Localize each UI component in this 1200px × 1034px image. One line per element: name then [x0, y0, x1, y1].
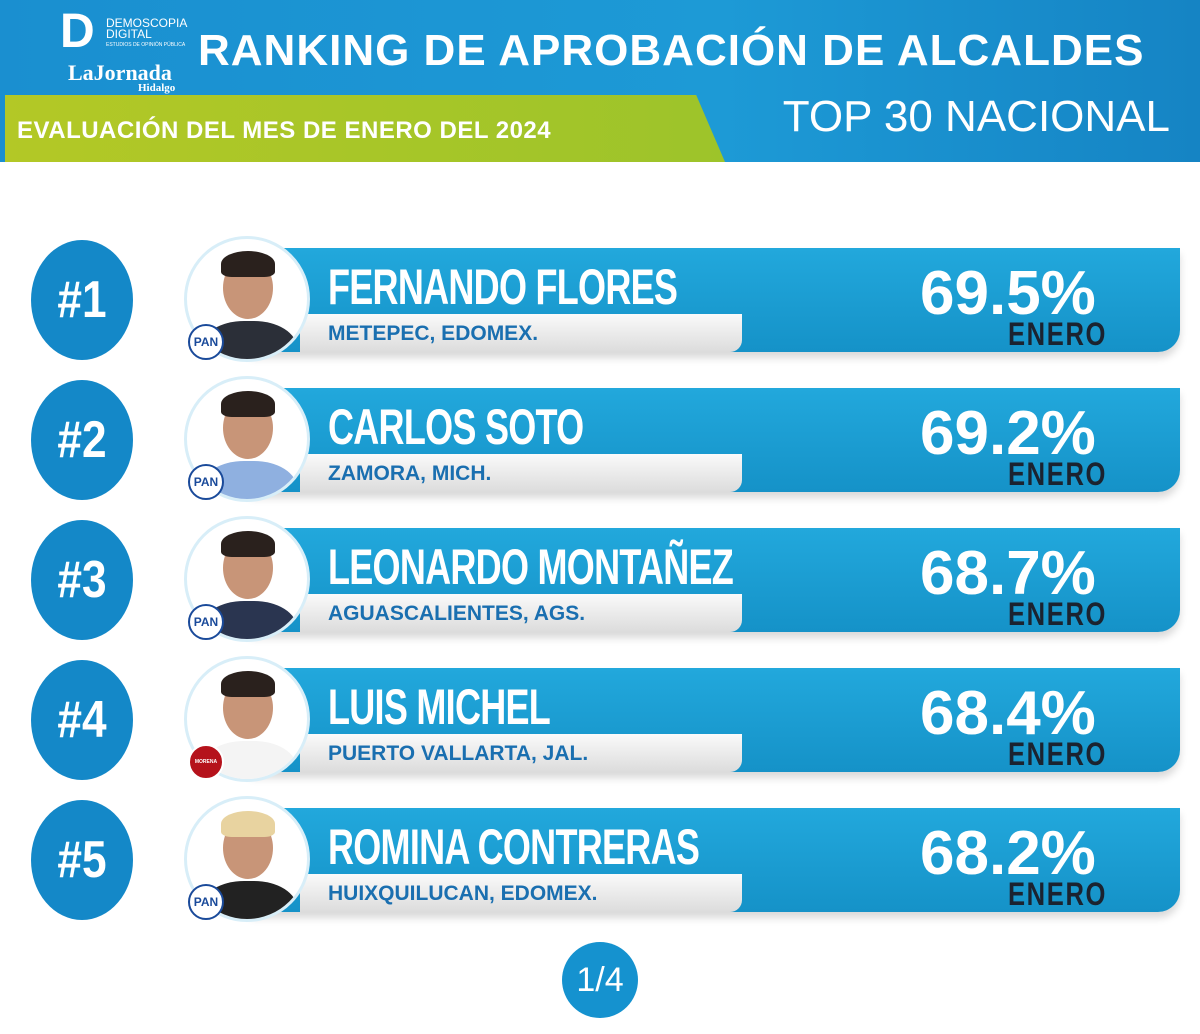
approval-month: ENERO — [1008, 876, 1108, 912]
location-strip — [300, 734, 742, 772]
demoscopia-logo-icon: D — [60, 5, 95, 58]
ranking-row: #2 PAN CARLOS SOTO ZAMORA, MICH. 69.2% E… — [0, 376, 1200, 510]
location-strip — [300, 594, 742, 632]
ranking-row: #4 MORENA LUIS MICHEL PUERTO VALLARTA, J… — [0, 656, 1200, 790]
approval-value: 69.2% — [920, 399, 1096, 468]
demoscopia-tagline: ESTUDIOS DE OPINIÓN PÚBLICA — [106, 42, 186, 48]
page-title: RANKING DE APROBACIÓN DE ALCALDES — [198, 26, 1145, 75]
rank-badge: #1 — [31, 240, 133, 360]
evaluation-strip: EVALUACIÓN DEL MES DE ENERO DEL 2024 — [5, 95, 725, 162]
jornada-logo: LaJornada — [68, 60, 172, 85]
approval-value: 68.2% — [920, 819, 1096, 888]
ranking-row: #3 PAN LEONARDO MONTAÑEZ AGUASCALIENTES,… — [0, 516, 1200, 650]
location-strip — [300, 874, 742, 912]
ranking-row: #1 PAN FERNANDO FLORES METEPEC, EDOMEX. … — [0, 236, 1200, 370]
rank-badge: #4 — [31, 660, 133, 780]
demoscopia-logo: DEMOSCOPIA DIGITAL — [106, 16, 187, 41]
mayor-location: METEPEC, EDOMEX. — [328, 322, 539, 345]
mayor-photo — [184, 516, 310, 642]
mayor-name: CARLOS SOTO — [328, 399, 584, 455]
approval-value: 68.7% — [920, 539, 1096, 608]
party-logo-icon: PAN — [188, 604, 224, 640]
approval-month: ENERO — [1008, 736, 1108, 772]
mayor-name: LEONARDO MONTAÑEZ — [328, 539, 734, 595]
party-logo-icon: PAN — [188, 464, 224, 500]
approval-month: ENERO — [1008, 596, 1108, 632]
party-logo-icon: PAN — [188, 884, 224, 920]
page-subtitle: TOP 30 NACIONAL — [782, 92, 1170, 141]
mayor-name: LUIS MICHEL — [328, 679, 551, 735]
rank-badge: #3 — [31, 520, 133, 640]
approval-month: ENERO — [1008, 316, 1108, 352]
party-logo-icon: MORENA — [188, 744, 224, 780]
mayor-name: ROMINA CONTRERAS — [328, 819, 700, 875]
approval-value: 68.4% — [920, 679, 1096, 748]
mayor-location: HUIXQUILUCAN, EDOMEX. — [328, 882, 598, 905]
mayor-location: PUERTO VALLARTA, JAL. — [328, 742, 589, 765]
ranking-row: #5 PAN ROMINA CONTRERAS HUIXQUILUCAN, ED… — [0, 796, 1200, 930]
rank-badge: #2 — [31, 380, 133, 500]
location-strip — [300, 454, 742, 492]
mayor-location: AGUASCALIENTES, AGS. — [328, 602, 586, 625]
party-logo-icon: PAN — [188, 324, 224, 360]
rank-badge: #5 — [31, 800, 133, 920]
evaluation-text: EVALUACIÓN DEL MES DE ENERO DEL 2024 — [17, 117, 552, 144]
mayor-location: ZAMORA, MICH. — [328, 462, 492, 485]
jornada-region: Hidalgo — [138, 82, 176, 94]
header-banner: D DEMOSCOPIA DIGITAL ESTUDIOS DE OPINIÓN … — [0, 0, 1200, 162]
page-indicator[interactable]: 1/4 — [562, 942, 638, 1018]
mayor-name: FERNANDO FLORES — [328, 259, 678, 315]
approval-month: ENERO — [1008, 456, 1108, 492]
approval-value: 69.5% — [920, 259, 1096, 328]
location-strip — [300, 314, 742, 352]
